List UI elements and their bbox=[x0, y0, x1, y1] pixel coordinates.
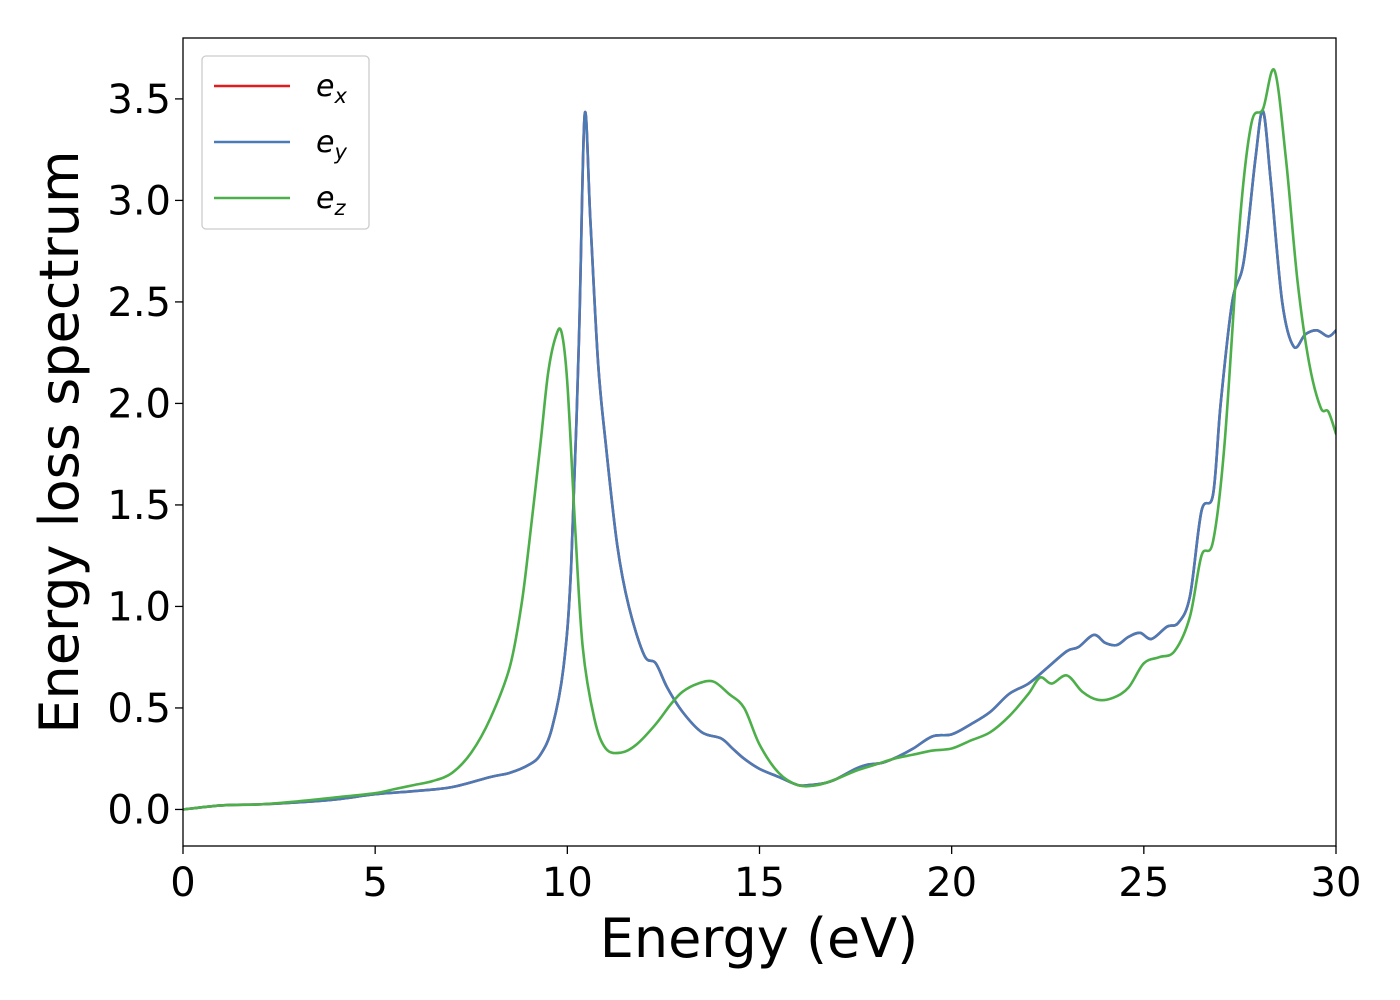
y-tick-label: 2.5 bbox=[107, 280, 171, 326]
x-tick-label: 0 bbox=[170, 860, 195, 906]
x-tick-label: 10 bbox=[542, 860, 593, 906]
y-axis-label: Energy loss spectrum bbox=[28, 150, 91, 733]
y-tick-label: 0.5 bbox=[107, 686, 171, 732]
y-tick-label: 0.0 bbox=[107, 787, 171, 833]
y-tick-label: 3.0 bbox=[107, 178, 171, 224]
x-ticks: 0 5 10 15 20 25 30 bbox=[170, 846, 1361, 906]
legend-label-y: ey bbox=[316, 125, 347, 164]
x-tick-label: 30 bbox=[1311, 860, 1362, 906]
x-axis-label: Energy (eV) bbox=[600, 907, 919, 970]
x-tick-label: 15 bbox=[734, 860, 785, 906]
legend-label-x: ex bbox=[316, 69, 347, 108]
y-tick-label: 1.0 bbox=[107, 584, 171, 630]
series-layer bbox=[183, 68, 1336, 811]
x-tick-label: 25 bbox=[1118, 860, 1169, 906]
legend-label-z: ez bbox=[316, 181, 346, 220]
y-tick-label: 2.0 bbox=[107, 381, 171, 427]
y-ticks: 0.0 0.5 1.0 1.5 2.0 2.5 3.0 3.5 bbox=[107, 77, 183, 833]
legend: ex ey ez bbox=[201, 55, 370, 230]
y-tick-label: 3.5 bbox=[107, 77, 171, 123]
y-tick-label: 1.5 bbox=[107, 483, 171, 529]
x-tick-label: 5 bbox=[362, 860, 387, 906]
series-line-z bbox=[183, 68, 1336, 811]
x-tick-label: 20 bbox=[926, 860, 977, 906]
